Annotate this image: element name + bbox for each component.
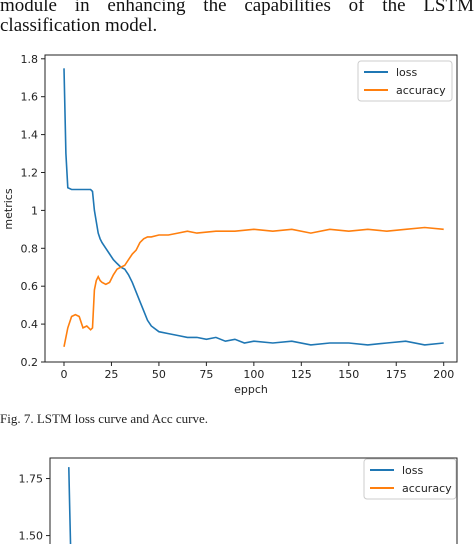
legend-accuracy-label: accuracy xyxy=(396,84,446,97)
x-tick-label: 25 xyxy=(104,368,118,381)
legend: loss accuracy xyxy=(363,458,457,500)
plot-frame xyxy=(49,457,458,544)
y-tick-label: 0.8 xyxy=(21,242,39,255)
x-tick-label: 100 xyxy=(243,368,264,381)
y-tick-label: 1.75 xyxy=(19,473,44,486)
y-tick-label: 1.2 xyxy=(21,166,39,179)
y-tick-label: 1.4 xyxy=(21,129,39,142)
accuracy-line xyxy=(63,226,444,347)
x-tick-label: 50 xyxy=(152,368,166,381)
loss-line xyxy=(68,467,72,544)
y-axis-label: metrics xyxy=(2,188,15,229)
x-axis-label: eppch xyxy=(234,383,268,396)
plot-frame xyxy=(44,54,458,363)
loss-accuracy-chart: 0.2 0.4 0.6 0.8 1 1.2 1.4 1.6 1.8 0 25 50 75 100 125 15… xyxy=(2,53,458,396)
y-tick-label: 1.6 xyxy=(21,91,39,104)
y-tick-label: 0.2 xyxy=(21,356,39,369)
y-tick-label: 1.50 xyxy=(19,530,44,543)
loss-line xyxy=(63,68,444,346)
x-tick-label: 200 xyxy=(433,368,454,381)
legend-accuracy-label: accuracy xyxy=(402,482,452,495)
x-tick-label: 125 xyxy=(291,368,312,381)
x-tick-label: 150 xyxy=(338,368,359,381)
x-tick-label: 175 xyxy=(386,368,407,381)
legend-loss-label: loss xyxy=(402,464,424,477)
x-tick-label: 0 xyxy=(60,368,67,381)
x-tick-label: 75 xyxy=(199,368,213,381)
figure-caption: Fig. 7. LSTM loss curve and Acc curve. xyxy=(0,411,208,426)
body-text-line: module in enhancing the capabilities of … xyxy=(0,0,474,16)
y-tick-label: 1 xyxy=(31,204,38,217)
body-text-line: classification model. xyxy=(0,15,158,36)
legend: loss accuracy xyxy=(357,60,453,102)
y-tick-label: 0.4 xyxy=(21,318,39,331)
y-tick-label: 1.8 xyxy=(21,53,39,66)
y-tick-label: 0.6 xyxy=(21,280,39,293)
legend-loss-label: loss xyxy=(396,66,418,79)
